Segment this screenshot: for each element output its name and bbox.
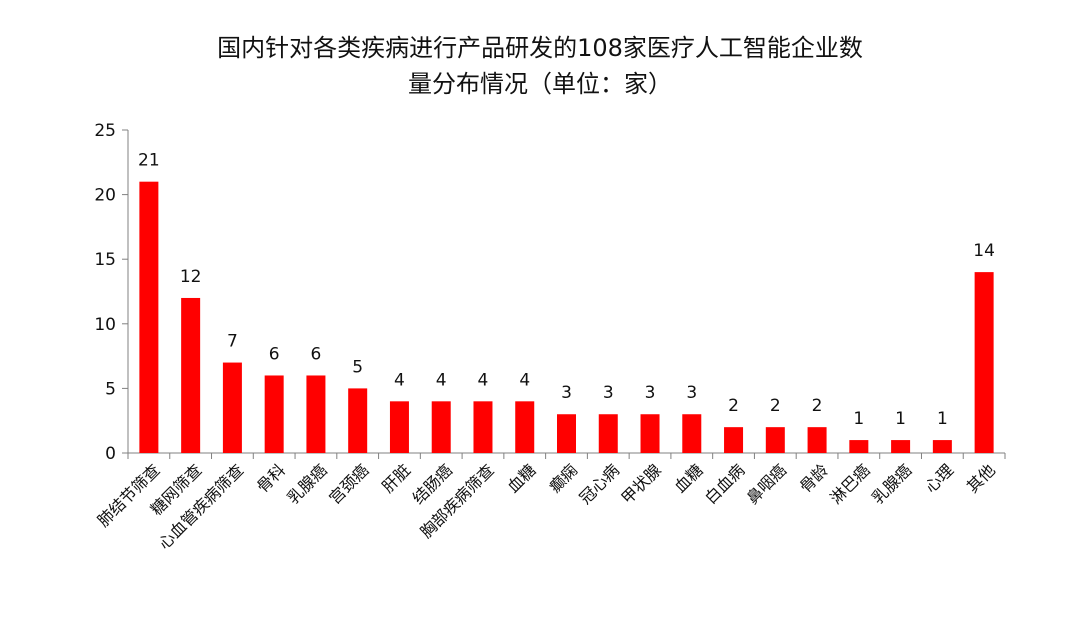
data-label: 3 [561, 383, 572, 403]
bar [765, 427, 785, 453]
bar [222, 362, 242, 453]
x-category-label: 乳腺癌 [868, 460, 915, 507]
bar [515, 401, 535, 453]
chart-title-line-2: 量分布情况（单位：家） [408, 70, 672, 98]
bar [849, 440, 869, 453]
data-label: 1 [895, 409, 906, 429]
bar [389, 401, 409, 453]
y-tick-label: 0 [105, 444, 116, 464]
data-label: 2 [728, 396, 739, 416]
data-label: 3 [686, 383, 697, 403]
x-category-label: 甲状腺 [617, 460, 664, 507]
data-label: 4 [519, 370, 530, 390]
data-label: 2 [770, 396, 781, 416]
y-tick-label: 5 [105, 379, 116, 399]
x-category-label: 乳腺癌 [283, 460, 330, 507]
bar [807, 427, 827, 453]
y-tick-label: 25 [94, 121, 116, 141]
bar [473, 401, 493, 453]
data-label: 5 [352, 357, 363, 377]
bar [598, 414, 618, 453]
x-category-label: 宫颈癌 [325, 460, 372, 507]
data-label: 3 [645, 383, 656, 403]
x-category-label: 骨科 [253, 460, 289, 496]
bar [181, 297, 201, 453]
x-category-label: 白血病 [701, 460, 748, 507]
x-category-label: 其他 [963, 460, 999, 496]
bar [557, 414, 576, 453]
data-label: 6 [269, 344, 280, 364]
data-label: 1 [853, 409, 864, 429]
x-category-label: 鼻咽癌 [743, 460, 790, 507]
data-label: 4 [478, 370, 489, 390]
x-category-label: 冠心病 [576, 460, 623, 507]
bar [724, 427, 744, 453]
data-label: 3 [603, 383, 614, 403]
data-label: 21 [138, 151, 160, 171]
y-tick-label: 15 [94, 250, 116, 270]
chart-title-line-1: 国内针对各类疾病进行产品研发的108家医疗人工智能企业数 [217, 34, 863, 62]
bar [891, 440, 911, 453]
bar [640, 414, 660, 453]
bar [682, 414, 702, 453]
x-category-label: 肺结节筛查 [94, 460, 164, 530]
bar [431, 401, 451, 453]
x-category-label: 淋巴癌 [826, 460, 873, 507]
x-category-label: 肝脏 [378, 460, 414, 496]
x-category-label: 心理 [921, 460, 957, 496]
y-tick-label: 10 [94, 315, 116, 335]
bar [264, 375, 284, 453]
data-label: 14 [973, 241, 995, 261]
data-label: 6 [311, 344, 322, 364]
data-label: 1 [937, 409, 948, 429]
bar [932, 440, 952, 453]
y-tick-label: 20 [94, 186, 116, 206]
bar [974, 272, 994, 453]
x-category-label: 血糖 [503, 460, 539, 496]
bar [348, 388, 368, 453]
data-label: 4 [394, 370, 405, 390]
data-label: 7 [227, 332, 238, 352]
bar [306, 375, 326, 453]
data-label: 12 [180, 267, 202, 287]
x-category-label: 癫痫 [545, 460, 581, 496]
x-category-label: 骨龄 [796, 460, 832, 496]
x-category-label: 血糖 [671, 460, 707, 496]
bar [139, 181, 159, 453]
data-label: 2 [812, 396, 823, 416]
data-label: 4 [436, 370, 447, 390]
